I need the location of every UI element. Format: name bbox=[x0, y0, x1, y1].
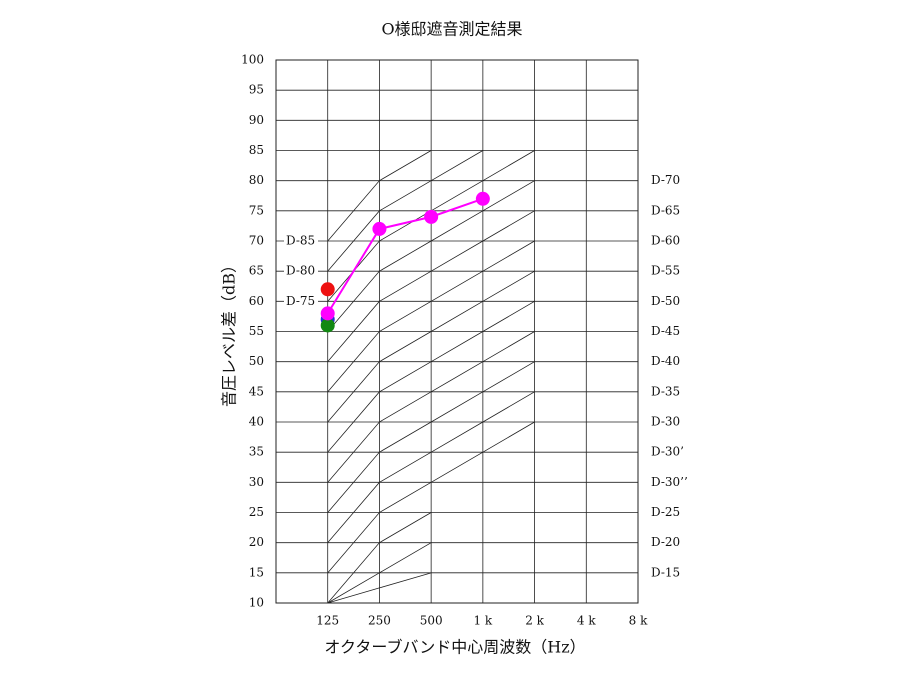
data-point bbox=[320, 306, 335, 321]
curve-label: D-55 bbox=[651, 264, 680, 278]
reference-curve bbox=[327, 331, 535, 483]
chart-title: O様邸遮音測定結果 bbox=[381, 20, 522, 39]
label-background bbox=[284, 264, 318, 279]
y-tick-label: 85 bbox=[249, 143, 264, 157]
y-tick-label: 25 bbox=[249, 505, 264, 519]
y-axis-label: 音圧レベル差（dB） bbox=[220, 257, 239, 407]
y-tick-label: 60 bbox=[249, 294, 264, 308]
reference-curve bbox=[327, 391, 535, 543]
reference-curve bbox=[327, 150, 432, 242]
curve-label: D-45 bbox=[651, 324, 680, 338]
curve-label: D-80 bbox=[286, 264, 315, 278]
reference-curve bbox=[327, 300, 535, 453]
y-tick-label: 70 bbox=[249, 234, 264, 248]
data-point bbox=[424, 209, 439, 224]
curve-label: D-60 bbox=[651, 234, 680, 248]
data-point bbox=[372, 221, 387, 236]
data-point bbox=[320, 282, 335, 297]
data-point bbox=[475, 191, 490, 206]
curve-label: D-35 bbox=[651, 384, 680, 398]
reference-curve bbox=[327, 150, 484, 272]
y-tick-label: 95 bbox=[249, 83, 264, 97]
y-tick-label: 15 bbox=[249, 565, 264, 579]
curve-label: D-25 bbox=[651, 505, 680, 519]
curve-label: D-40 bbox=[651, 354, 680, 368]
reference-curve bbox=[327, 542, 432, 604]
curve-label: D-50 bbox=[651, 294, 680, 308]
reference-curve bbox=[327, 572, 432, 604]
reference-curve bbox=[327, 421, 535, 574]
curve-label: D-65 bbox=[651, 203, 680, 217]
data-point bbox=[320, 318, 335, 333]
curve-label: D-85 bbox=[286, 234, 315, 248]
y-tick-label: 65 bbox=[249, 264, 264, 278]
y-tick-label: 30 bbox=[249, 475, 264, 489]
y-tick-label: 20 bbox=[249, 535, 264, 549]
y-tick-label: 80 bbox=[249, 173, 264, 187]
reference-curve bbox=[327, 512, 432, 604]
series-line bbox=[326, 197, 484, 314]
x-tick-label: 2 k bbox=[525, 614, 544, 628]
y-tick-label: 55 bbox=[249, 324, 264, 338]
x-tick-label: 125 bbox=[316, 614, 339, 628]
y-tick-label: 50 bbox=[249, 354, 264, 368]
curve-label: D-70 bbox=[651, 173, 680, 187]
curve-label: D-30’’ bbox=[651, 475, 688, 489]
y-tick-label: 35 bbox=[249, 445, 264, 459]
reference-curve bbox=[327, 210, 535, 362]
x-tick-label: 500 bbox=[420, 614, 443, 628]
reference-curve bbox=[327, 361, 535, 513]
curve-label: D-30’ bbox=[651, 445, 684, 459]
x-tick-label: 8 k bbox=[629, 614, 648, 628]
x-tick-label: 250 bbox=[368, 614, 391, 628]
x-tick-label: 1 k bbox=[473, 614, 492, 628]
y-tick-label: 45 bbox=[249, 384, 264, 398]
x-axis-label: オクターブバンド中心周波数（Hz） bbox=[324, 638, 585, 657]
reference-curve bbox=[327, 240, 535, 393]
curve-label: D-20 bbox=[651, 535, 680, 549]
curve-label: D-30 bbox=[651, 415, 680, 429]
label-background bbox=[284, 234, 318, 248]
y-tick-label: 90 bbox=[249, 113, 264, 127]
y-tick-label: 10 bbox=[249, 596, 264, 610]
x-tick-label: 4 k bbox=[577, 614, 596, 628]
reference-curve bbox=[327, 270, 535, 423]
label-background bbox=[284, 294, 318, 309]
y-tick-label: 75 bbox=[249, 203, 264, 217]
plot-border bbox=[275, 59, 639, 604]
curve-label: D-75 bbox=[286, 294, 315, 308]
curve-label: D-15 bbox=[651, 565, 680, 579]
y-tick-label: 40 bbox=[249, 415, 264, 429]
reference-curve bbox=[327, 180, 535, 332]
y-tick-label: 100 bbox=[241, 53, 264, 67]
